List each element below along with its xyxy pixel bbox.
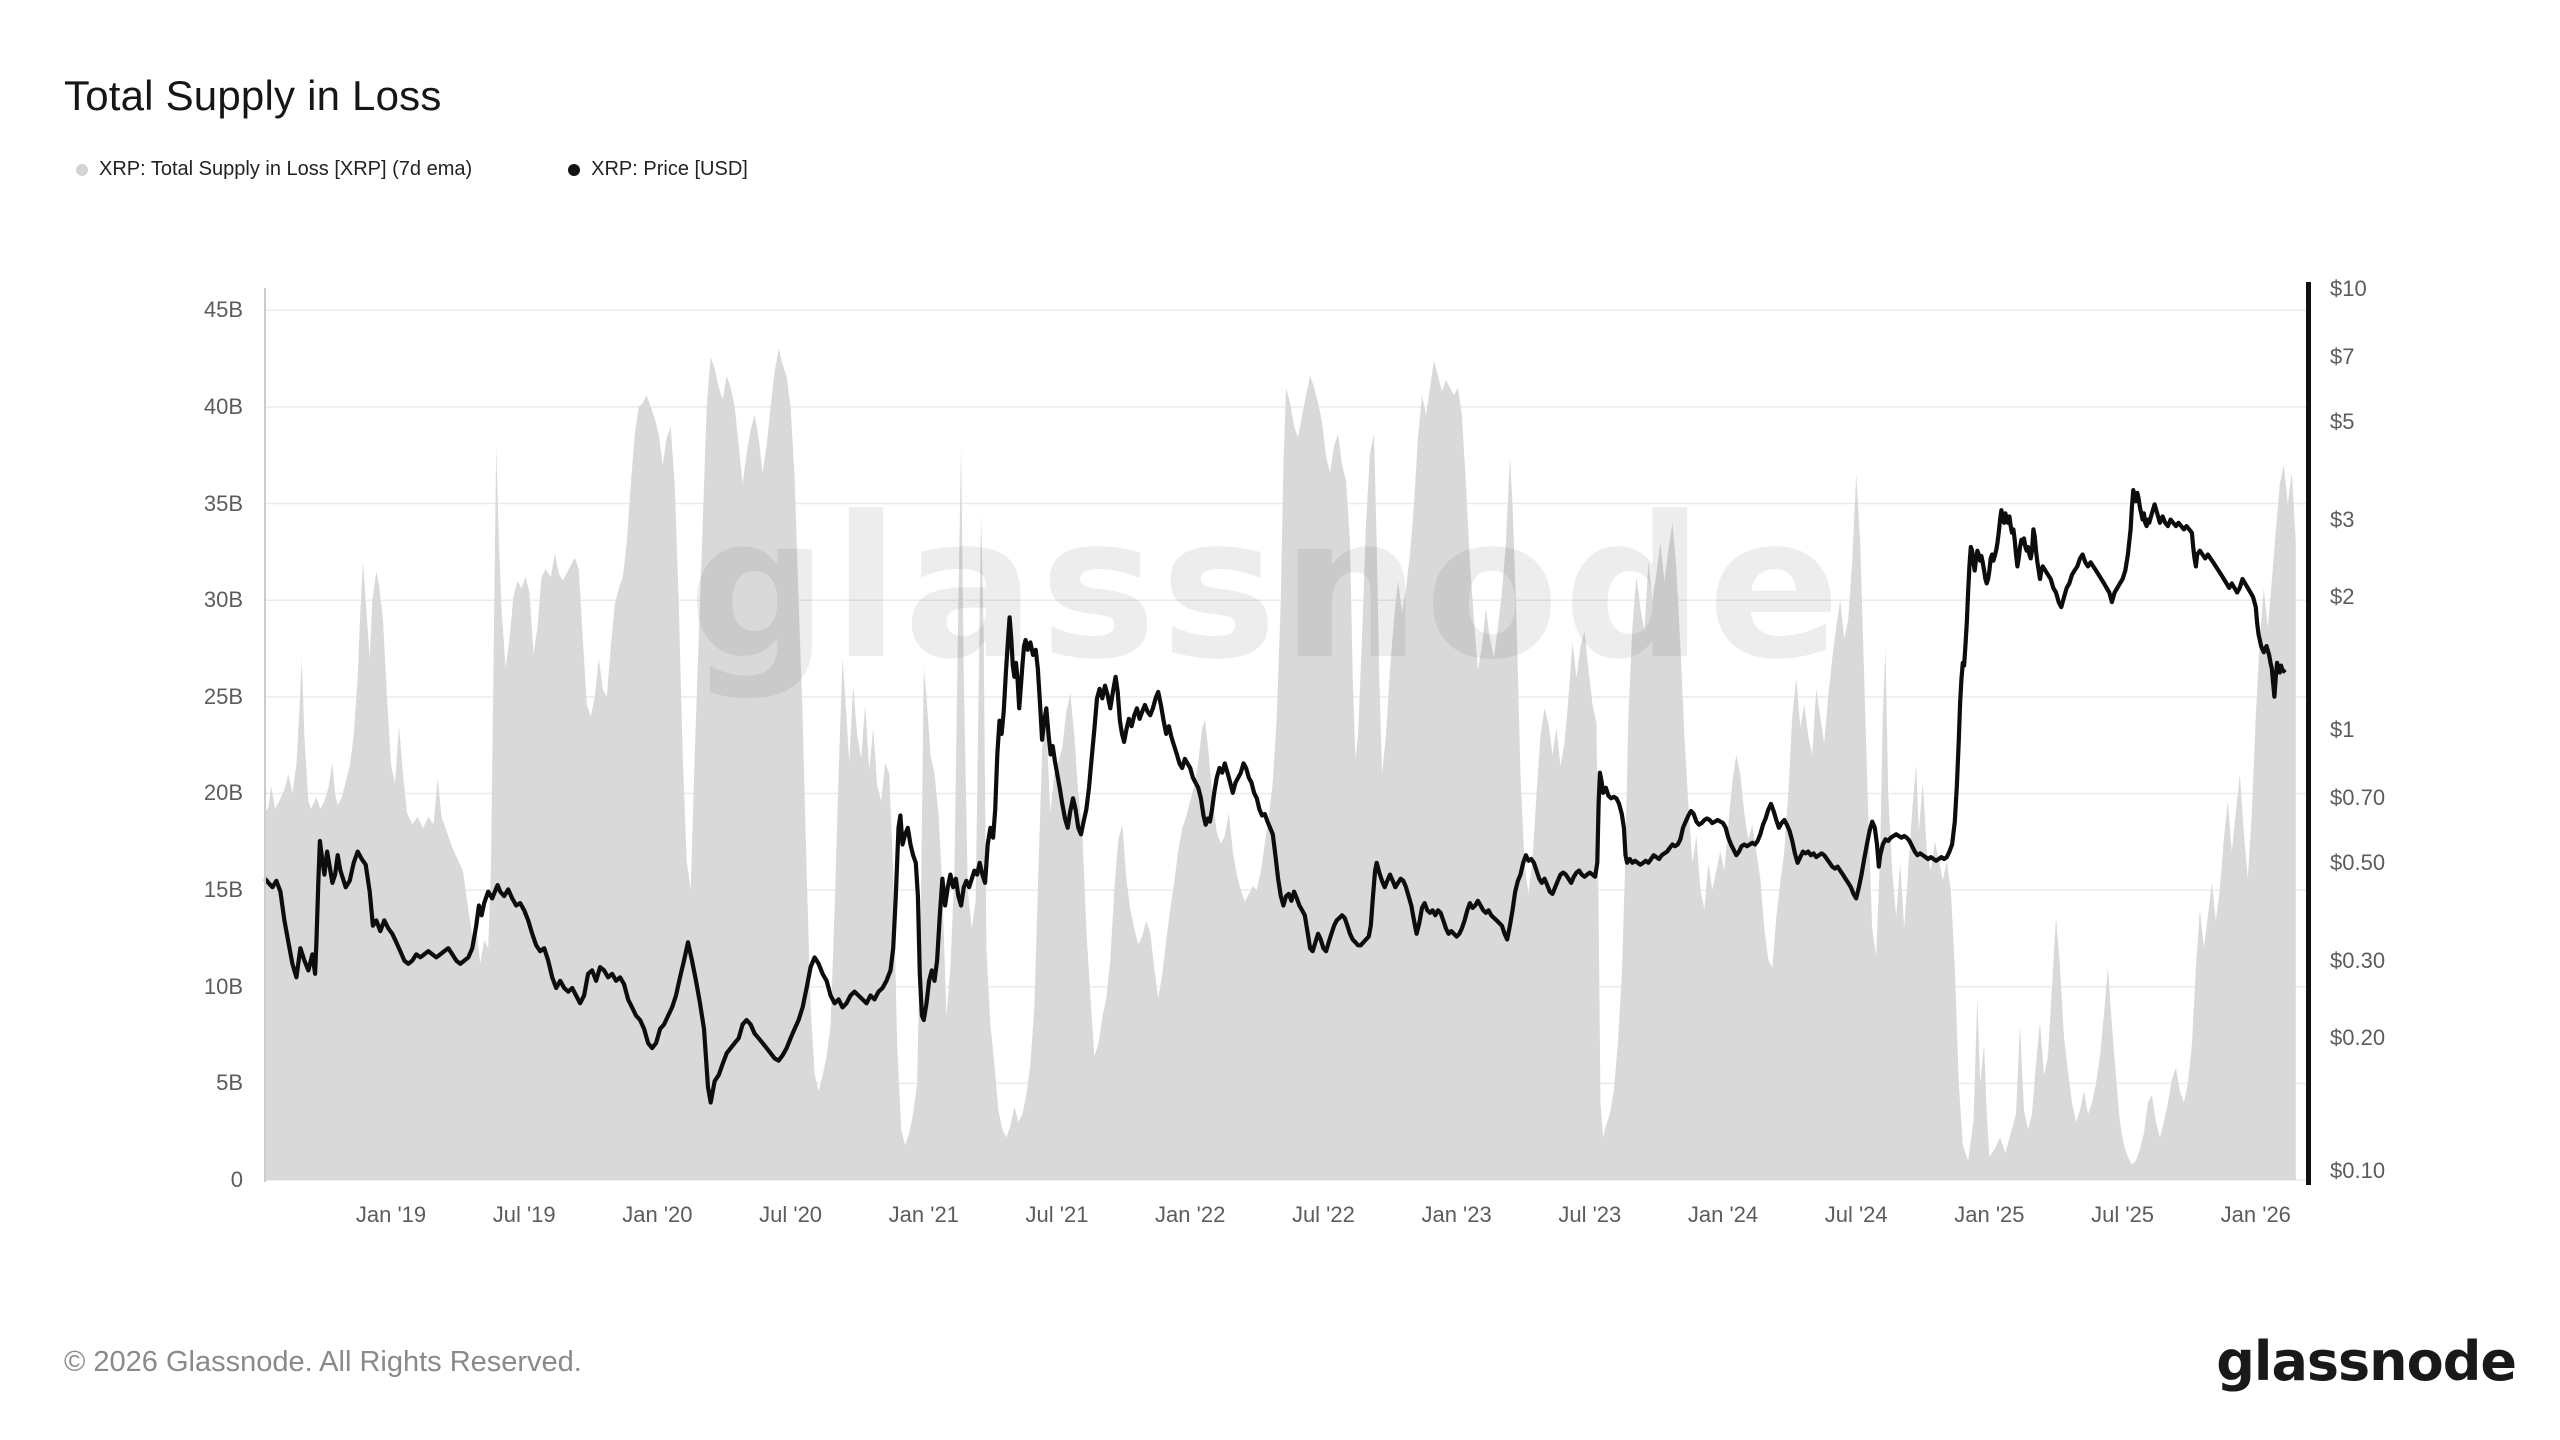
- left-axis-spine: [264, 288, 266, 1182]
- glassnode-watermark: glassnode: [688, 475, 1845, 703]
- y-right-tick-label: $2: [2330, 584, 2355, 610]
- x-tick-label: Jul '19: [492, 1202, 556, 1227]
- y-right-tick-label: $5: [2330, 408, 2355, 434]
- y-left-tick-label: 20B: [203, 780, 243, 806]
- y-left-tick-label: 45B: [203, 297, 243, 323]
- x-tick-label: Jul '20: [759, 1202, 823, 1227]
- x-tick-label: Jan '22: [1155, 1202, 1226, 1227]
- y-right-tick-label: $1: [2330, 717, 2355, 742]
- y-left-tick-label: 5B: [216, 1070, 243, 1096]
- x-tick-label: Jul '22: [1291, 1202, 1355, 1227]
- x-tick-label: Jul '23: [1558, 1202, 1622, 1227]
- y-right-tick-label: $0.10: [2330, 1158, 2386, 1183]
- x-tick-label: Jul '24: [1824, 1202, 1888, 1227]
- y-left-tick-label: 30B: [203, 587, 243, 613]
- legend-item-price[interactable]: XRP: Price [USD]: [568, 158, 748, 181]
- x-tick-label: Jan '25: [1954, 1202, 2025, 1227]
- y-right-tick-label: $0.20: [2330, 1025, 2386, 1051]
- y-right-tick-label: $10: [2330, 276, 2367, 301]
- y-left-tick-label: 0: [230, 1167, 243, 1192]
- price-line: [263, 488, 2287, 1105]
- y-right-tick-label: $3: [2330, 506, 2355, 532]
- x-tick-label: Jan '20: [622, 1202, 693, 1227]
- y-left-tick-label: 10B: [203, 973, 243, 999]
- page-title: Total Supply in Loss: [64, 72, 442, 120]
- copyright-text: © 2026 Glassnode. All Rights Reserved.: [64, 1346, 582, 1378]
- x-tick-label: Jul '25: [2091, 1202, 2155, 1227]
- y-left-tick-label: 25B: [203, 683, 243, 709]
- y-left-tick-label: 15B: [203, 877, 243, 903]
- glassnode-logo: glassnode: [2216, 1330, 2517, 1393]
- legend: XRP: Total Supply in Loss [XRP] (7d ema)…: [76, 158, 748, 181]
- y-right-tick-label: $0.70: [2330, 785, 2386, 811]
- x-tick-label: Jan '23: [1421, 1202, 1492, 1227]
- y-right-tick-label: $0.30: [2330, 947, 2386, 973]
- x-tick-label: Jan '24: [1687, 1202, 1759, 1227]
- legend-swatch-supply-icon: [76, 163, 88, 176]
- y-right-tick-label: $0.50: [2330, 849, 2386, 875]
- y-left-tick-label: 40B: [203, 393, 243, 419]
- legend-label-price: XRP: Price [USD]: [591, 158, 748, 180]
- legend-label-supply: XRP: Total Supply in Loss [XRP] (7d ema): [99, 158, 473, 180]
- right-axis-spine: [2306, 282, 2311, 1185]
- y-right-tick-label: $7: [2330, 344, 2355, 370]
- x-tick-label: Jul '21: [1025, 1202, 1089, 1227]
- x-tick-label: Jan '19: [355, 1202, 427, 1227]
- legend-item-supply-in-loss[interactable]: XRP: Total Supply in Loss [XRP] (7d ema): [76, 158, 472, 181]
- y-left-tick-label: 35B: [203, 490, 243, 516]
- legend-swatch-price-icon: [568, 163, 581, 176]
- supply-in-loss-area: [265, 348, 2296, 1180]
- x-tick-label: Jan '21: [888, 1202, 959, 1227]
- x-tick-label: Jan '26: [2220, 1202, 2291, 1227]
